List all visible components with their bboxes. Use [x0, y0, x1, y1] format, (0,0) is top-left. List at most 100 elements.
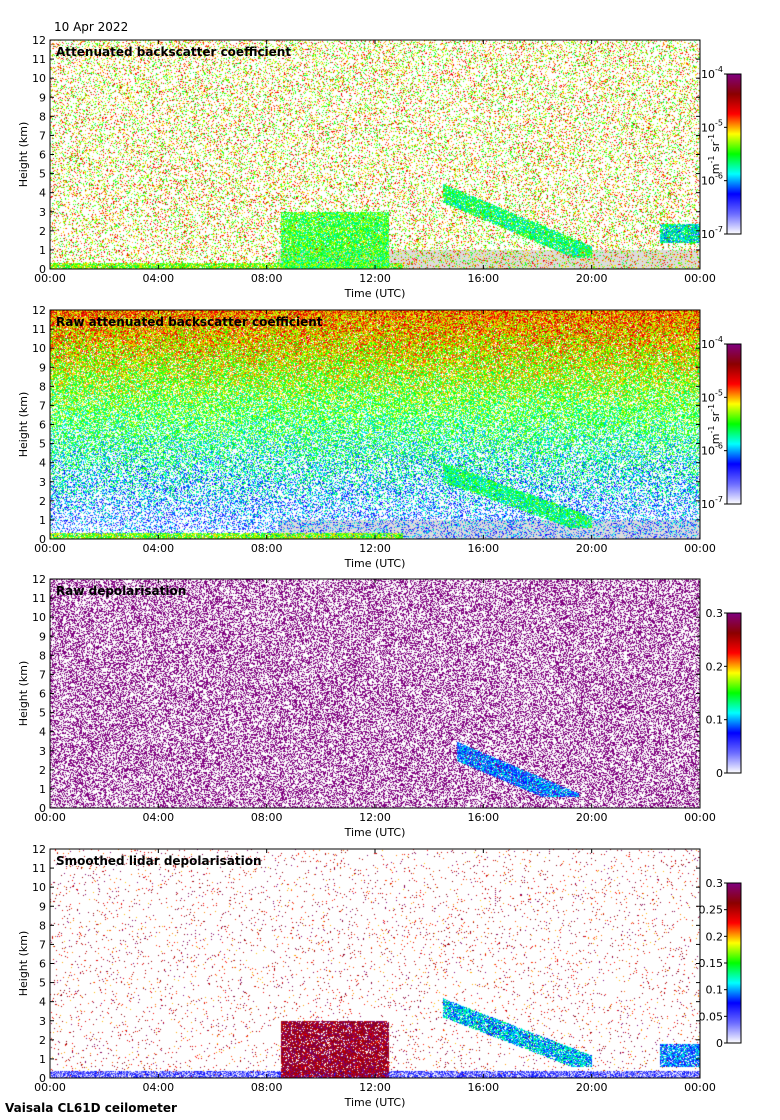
- x-tick-label: 00:00: [34, 542, 66, 555]
- x-axis-label: Time (UTC): [344, 557, 406, 570]
- y-tick-label: 1: [39, 514, 46, 527]
- x-tick-label: 20:00: [576, 1081, 608, 1094]
- y-tick-label: 4: [39, 457, 46, 470]
- x-tick-label: 12:00: [359, 1081, 391, 1094]
- x-tick-label: 16:00: [467, 1081, 499, 1094]
- y-tick-label: 7: [39, 668, 46, 681]
- y-tick-label: 8: [39, 919, 46, 932]
- y-tick-label: 7: [39, 938, 46, 951]
- y-tick-label: 2: [39, 225, 46, 238]
- y-tick-label: 2: [39, 764, 46, 777]
- x-tick-label: 08:00: [251, 542, 283, 555]
- x-tick-label: 20:00: [576, 811, 608, 824]
- y-tick-label: 1: [39, 244, 46, 257]
- heatmap-image: [50, 849, 700, 1078]
- colorbar-tick-label: 10-4: [701, 335, 723, 351]
- y-tick-label: 5: [39, 977, 46, 990]
- x-tick-label: 00:00: [684, 1081, 716, 1094]
- y-tick-label: 9: [39, 91, 46, 104]
- instrument-label: Vaisala CL61D ceilometer: [5, 1101, 177, 1115]
- y-tick-label: 3: [39, 476, 46, 489]
- colorbar-tick-label: 10-7: [701, 495, 723, 511]
- x-tick-label: 00:00: [34, 272, 66, 285]
- y-axis-label: Height (km): [17, 661, 30, 727]
- colorbar-tick-label: 0.1: [706, 714, 724, 727]
- y-tick-label: 6: [39, 419, 46, 432]
- colorbar-tick-label: 10-7: [701, 225, 723, 241]
- heatmap-image: [50, 40, 700, 269]
- y-tick-label: 3: [39, 206, 46, 219]
- y-axis-label: Height (km): [17, 931, 30, 997]
- x-tick-label: 04:00: [142, 542, 174, 555]
- x-axis-label: Time (UTC): [344, 1096, 406, 1109]
- colorbar-tick-label: 0.15: [699, 957, 724, 970]
- y-tick-label: 8: [39, 380, 46, 393]
- y-tick-label: 4: [39, 996, 46, 1009]
- panel-title: Raw attenuated backscatter coefficient: [56, 315, 323, 329]
- x-tick-label: 16:00: [467, 811, 499, 824]
- colorbar-tick-label: 0.05: [699, 1010, 724, 1023]
- colorbar-tick-label: 0.2: [706, 930, 724, 943]
- colorbar-unit-label: m-1 sr-1: [707, 134, 722, 174]
- colorbar-tick-label: 0: [716, 767, 723, 780]
- colorbar-tick-label: 10-5: [701, 118, 723, 134]
- y-tick-label: 5: [39, 707, 46, 720]
- y-tick-label: 5: [39, 438, 46, 451]
- x-axis-label: Time (UTC): [344, 826, 406, 839]
- date-label: 10 Apr 2022: [54, 20, 129, 34]
- y-tick-label: 7: [39, 129, 46, 142]
- y-tick-label: 0: [39, 802, 46, 815]
- colorbar-tick-label: 0.25: [699, 904, 724, 917]
- x-tick-label: 04:00: [142, 811, 174, 824]
- x-tick-label: 00:00: [684, 811, 716, 824]
- panel-title: Attenuated backscatter coefficient: [56, 45, 291, 59]
- x-tick-label: 00:00: [34, 1081, 66, 1094]
- y-tick-label: 3: [39, 745, 46, 758]
- y-tick-label: 11: [32, 862, 46, 875]
- y-tick-label: 10: [32, 72, 46, 85]
- x-tick-label: 08:00: [251, 1081, 283, 1094]
- colorbar-tick-label: 0.3: [706, 607, 724, 620]
- heatmap-image: [50, 310, 700, 539]
- colorbar-unit-label: m-1 sr-1: [707, 404, 722, 444]
- y-tick-label: 11: [32, 53, 46, 66]
- y-tick-label: 6: [39, 958, 46, 971]
- colorbar-tick-label: 0.3: [706, 877, 724, 890]
- y-tick-label: 2: [39, 495, 46, 508]
- x-tick-label: 00:00: [684, 272, 716, 285]
- y-tick-label: 6: [39, 688, 46, 701]
- x-tick-label: 00:00: [34, 811, 66, 824]
- colorbar: [726, 612, 742, 774]
- x-tick-label: 16:00: [467, 272, 499, 285]
- colorbar: [726, 343, 742, 505]
- x-tick-label: 20:00: [576, 542, 608, 555]
- y-tick-label: 9: [39, 900, 46, 913]
- y-tick-label: 12: [32, 573, 46, 586]
- y-tick-label: 12: [32, 843, 46, 856]
- y-axis-label: Height (km): [17, 392, 30, 458]
- y-tick-label: 4: [39, 726, 46, 739]
- colorbar: [726, 73, 742, 235]
- y-tick-label: 10: [32, 881, 46, 894]
- y-tick-label: 11: [32, 323, 46, 336]
- y-tick-label: 4: [39, 187, 46, 200]
- x-tick-label: 12:00: [359, 811, 391, 824]
- y-tick-label: 1: [39, 783, 46, 796]
- x-tick-label: 08:00: [251, 272, 283, 285]
- colorbar-tick-label: 0: [716, 1037, 723, 1050]
- y-tick-label: 8: [39, 110, 46, 123]
- y-tick-label: 9: [39, 630, 46, 643]
- x-tick-label: 04:00: [142, 1081, 174, 1094]
- x-tick-label: 20:00: [576, 272, 608, 285]
- panel-title: Smoothed lidar depolarisation: [56, 854, 262, 868]
- y-tick-label: 2: [39, 1034, 46, 1047]
- x-tick-label: 04:00: [142, 272, 174, 285]
- x-axis-label: Time (UTC): [344, 287, 406, 300]
- x-tick-label: 08:00: [251, 811, 283, 824]
- y-tick-label: 5: [39, 168, 46, 181]
- y-tick-label: 3: [39, 1015, 46, 1028]
